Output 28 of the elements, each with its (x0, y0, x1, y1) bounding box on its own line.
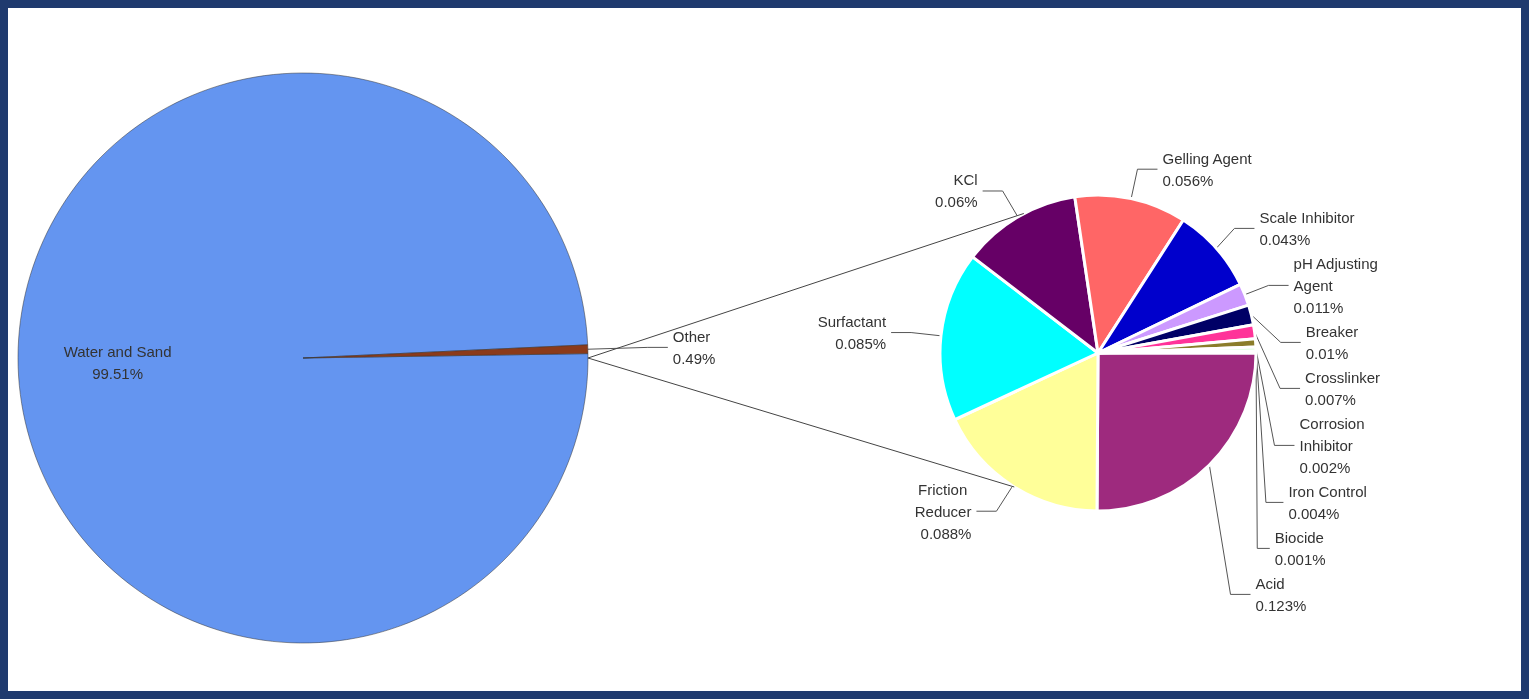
data-label: 0.011% (1293, 298, 1344, 316)
data-label: 0.056% (1162, 171, 1214, 189)
slice-label: Iron Control (1288, 482, 1367, 500)
slice-label: Friction Reducer (914, 480, 972, 520)
slice-label: Scale Inhibitor (1259, 208, 1355, 226)
data-label: 99.51% (92, 364, 144, 382)
slice-label: Acid (1255, 574, 1285, 592)
data-label: 0.043% (1259, 230, 1311, 248)
data-label: 0.01% (1305, 344, 1349, 362)
data-label: 0.49% (672, 349, 716, 367)
slice-label: KCl (953, 171, 978, 189)
data-label: 0.085% (835, 335, 887, 353)
slice-label: Corrosion Inhibitor (1299, 414, 1369, 454)
data-label: 0.004% (1288, 504, 1340, 522)
slice-label: Gelling Agent (1162, 149, 1253, 167)
slice-label: Breaker (1305, 322, 1359, 340)
slice-label: Surfactant (817, 313, 887, 331)
data-label: 0.007% (1305, 390, 1356, 408)
slice-label: Water and Sand (63, 342, 172, 360)
slice-label: Other (672, 327, 711, 345)
data-label: 0.123% (1255, 596, 1307, 614)
data-label: 0.088% (920, 524, 972, 542)
data-label: 0.06% (935, 193, 978, 211)
data-label: 0.001% (1274, 550, 1326, 568)
slice-label: pH Adjusting Agent (1293, 254, 1382, 294)
slice-label: Biocide (1274, 528, 1324, 546)
slice-label: Crosslinker (1305, 368, 1381, 386)
data-label: 0.002% (1299, 458, 1351, 476)
